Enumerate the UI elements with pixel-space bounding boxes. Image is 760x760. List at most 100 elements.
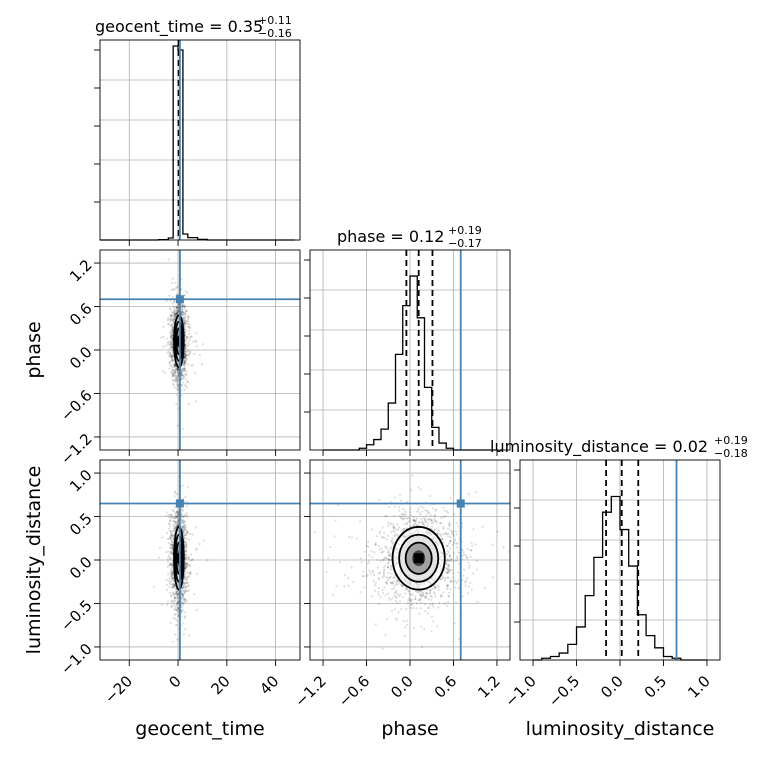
sample-point xyxy=(171,337,174,341)
sample-point xyxy=(374,542,377,545)
sample-point xyxy=(180,592,184,595)
sample-point xyxy=(169,550,173,553)
sample-point xyxy=(430,519,433,522)
sample-point xyxy=(185,530,189,533)
sample-point xyxy=(185,338,188,341)
sample-point xyxy=(167,550,170,553)
sample-point xyxy=(466,577,469,580)
sample-point xyxy=(182,515,185,518)
sample-point xyxy=(430,615,433,618)
sample-point xyxy=(444,514,447,518)
sample-point xyxy=(187,354,190,357)
sample-point xyxy=(469,549,472,552)
sample-point xyxy=(408,597,411,600)
sample-point xyxy=(171,336,174,339)
sample-point xyxy=(180,512,183,515)
sample-point xyxy=(181,527,184,530)
sample-point xyxy=(440,537,443,540)
sample-point xyxy=(173,371,176,374)
sample-point xyxy=(195,572,198,575)
sample-point xyxy=(168,527,171,530)
panel-frame xyxy=(99,249,301,451)
sample-point xyxy=(185,589,189,592)
sample-point xyxy=(188,634,191,637)
sample-point xyxy=(176,596,179,599)
sample-point xyxy=(185,563,188,566)
sample-point xyxy=(188,571,192,575)
sample-point xyxy=(169,519,172,522)
sample-point xyxy=(175,523,179,526)
sample-point xyxy=(182,368,185,371)
sample-point xyxy=(161,536,164,539)
sample-point xyxy=(171,329,174,332)
sample-point xyxy=(168,347,171,350)
sample-point xyxy=(176,606,179,609)
sample-point xyxy=(171,546,174,550)
sample-point xyxy=(393,527,396,530)
sample-point xyxy=(181,316,185,320)
sample-point xyxy=(182,534,185,537)
sample-point xyxy=(183,363,186,366)
sample-point xyxy=(187,402,190,406)
sample-point xyxy=(401,518,404,521)
sample-point xyxy=(184,611,187,614)
sample-point xyxy=(429,495,432,498)
sample-point xyxy=(177,523,180,527)
sample-point xyxy=(181,303,184,306)
sample-point xyxy=(183,294,186,297)
sample-point xyxy=(403,523,406,526)
sample-point xyxy=(421,591,424,594)
sample-point xyxy=(172,316,176,320)
sample-point xyxy=(174,366,177,369)
sample-point xyxy=(183,305,186,308)
sample-point xyxy=(465,556,468,559)
sample-point xyxy=(171,575,174,579)
sample-point xyxy=(167,323,171,326)
sample-point xyxy=(467,585,470,589)
sample-point xyxy=(347,584,350,587)
sample-point xyxy=(329,546,332,549)
sample-point xyxy=(401,513,404,516)
sample-point xyxy=(393,530,396,533)
sample-point xyxy=(502,546,505,549)
sample-point xyxy=(367,541,370,544)
sample-point xyxy=(182,359,185,362)
sample-point xyxy=(183,294,186,297)
sample-point xyxy=(182,530,186,533)
sample-point xyxy=(187,325,190,329)
sample-point xyxy=(471,544,474,547)
sample-point xyxy=(181,384,184,387)
sample-point xyxy=(172,383,175,387)
sample-point xyxy=(175,380,178,383)
sample-point xyxy=(169,536,172,539)
sample-point xyxy=(171,509,174,512)
sample-point xyxy=(174,605,177,609)
sample-point xyxy=(381,558,384,562)
sample-point xyxy=(169,551,172,554)
sample-point xyxy=(171,326,174,329)
sample-point xyxy=(450,558,453,561)
sample-point xyxy=(184,495,187,499)
sample-point xyxy=(183,575,187,579)
sample-point xyxy=(166,317,170,320)
sample-point xyxy=(430,519,433,522)
sample-point xyxy=(389,552,392,555)
sample-point xyxy=(171,571,174,574)
sample-point xyxy=(183,521,186,524)
sample-point xyxy=(186,344,189,347)
sample-point xyxy=(173,524,177,527)
sample-point xyxy=(176,311,179,314)
sample-point xyxy=(408,598,411,602)
sample-point xyxy=(455,522,458,525)
sample-point xyxy=(172,359,175,362)
sample-point xyxy=(176,285,179,288)
sample-point xyxy=(180,374,184,377)
sample-point xyxy=(170,366,174,369)
sample-point xyxy=(407,520,410,523)
sample-point xyxy=(413,522,416,525)
sample-point xyxy=(446,544,450,547)
sample-point xyxy=(177,309,180,312)
sample-point xyxy=(393,608,396,611)
sample-point xyxy=(177,307,180,310)
sample-point xyxy=(195,548,198,552)
